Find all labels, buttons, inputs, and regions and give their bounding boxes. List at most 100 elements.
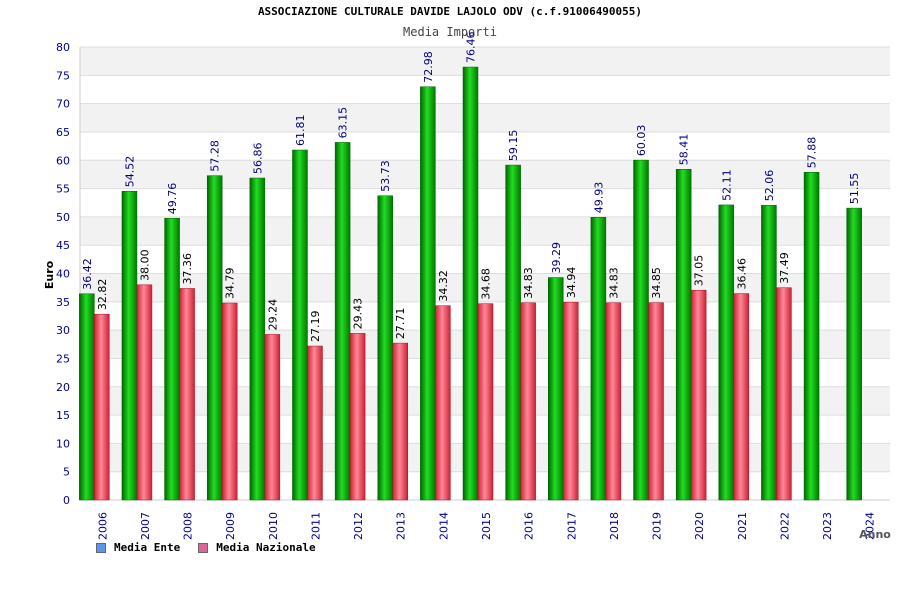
data-label: 54.52 — [123, 156, 136, 188]
x-tick-label: 2016 — [523, 512, 536, 540]
y-tick-label: 15 — [56, 409, 70, 422]
y-tick-label: 55 — [56, 183, 70, 196]
bar-media-ente — [79, 293, 95, 501]
bar-media-ente — [590, 217, 607, 501]
data-label: 29.43 — [352, 298, 365, 330]
bar-media-ente — [121, 191, 138, 501]
bar-media-ente — [206, 175, 223, 501]
x-tick-label: 2014 — [437, 512, 450, 540]
y-tick-label: 60 — [56, 154, 70, 167]
y-tick-label: 80 — [56, 41, 70, 54]
bar-media-nazionale — [221, 302, 238, 501]
y-tick-label: 10 — [56, 437, 70, 450]
bar-media-ente — [718, 204, 735, 501]
y-tick-label: 70 — [56, 98, 70, 111]
bar-media-ente — [846, 207, 862, 501]
grid-band — [80, 103, 890, 132]
data-label: 76.46 — [465, 32, 478, 64]
x-tick-label: 2017 — [565, 512, 578, 540]
data-label: 56.86 — [251, 143, 264, 175]
data-label: 53.73 — [379, 160, 392, 192]
x-tick-label: 2018 — [608, 512, 621, 540]
legend-swatch — [96, 542, 106, 553]
data-label: 39.29 — [550, 242, 563, 274]
data-label: 34.68 — [480, 268, 493, 300]
bar-media-ente — [505, 164, 521, 501]
data-label: 37.05 — [693, 255, 706, 287]
legend-item-ente: Media Ente — [96, 541, 180, 554]
legend-label: Media Nazionale — [216, 541, 316, 554]
grid-band — [80, 75, 890, 104]
x-tick-label: 2009 — [224, 512, 237, 540]
bar-media-ente — [761, 204, 777, 501]
x-tick-label: 2013 — [395, 512, 408, 540]
data-label: 34.32 — [437, 270, 450, 302]
data-label: 60.03 — [635, 125, 648, 157]
data-label: 34.79 — [224, 268, 237, 300]
data-label: 51.55 — [848, 173, 861, 205]
x-tick-label: 2012 — [352, 512, 365, 540]
y-tick-label: 0 — [63, 494, 70, 507]
data-label: 34.94 — [565, 267, 578, 299]
bar-media-ente — [164, 217, 180, 501]
x-tick-label: 2022 — [778, 512, 791, 540]
data-label: 58.41 — [678, 134, 691, 166]
x-axis-label: Anno — [859, 528, 891, 541]
data-label: 59.15 — [507, 130, 520, 162]
data-label: 61.81 — [294, 115, 307, 147]
bar-media-nazionale — [179, 288, 195, 501]
x-tick-label: 2006 — [96, 512, 109, 540]
bar-media-ente — [548, 277, 564, 501]
data-label: 72.98 — [422, 51, 435, 83]
data-label: 52.11 — [720, 169, 733, 201]
bar-media-nazionale — [648, 302, 664, 501]
y-tick-label: 65 — [56, 126, 70, 139]
bar-media-nazionale — [520, 302, 536, 501]
x-tick-label: 2010 — [267, 512, 280, 540]
data-label: 32.82 — [96, 279, 109, 311]
legend-swatch — [198, 542, 209, 553]
data-label: 27.71 — [394, 308, 407, 340]
bar-media-nazionale — [776, 287, 792, 501]
bar-media-ente — [633, 159, 649, 501]
x-tick-label: 2021 — [736, 512, 749, 540]
y-axis-label: Euro — [43, 260, 56, 289]
x-tick-label: 2023 — [821, 512, 834, 540]
bar-media-ente — [675, 169, 692, 501]
bar-media-nazionale — [136, 284, 153, 501]
x-tick-label: 2015 — [480, 512, 493, 540]
grid-band — [80, 47, 890, 76]
legend-item-nazionale: Media Nazionale — [198, 541, 316, 554]
data-label: 27.19 — [309, 311, 322, 343]
data-label: 52.06 — [763, 170, 776, 202]
legend: Media Ente Media Nazionale — [96, 541, 316, 554]
y-tick-label: 20 — [56, 381, 70, 394]
data-label: 63.15 — [337, 107, 350, 139]
bar-media-nazionale — [605, 302, 622, 501]
data-label: 49.76 — [166, 183, 179, 215]
x-tick-label: 2019 — [651, 512, 664, 540]
bar-media-nazionale — [307, 345, 323, 501]
data-label: 34.85 — [650, 267, 663, 299]
legend-label: Media Ente — [114, 541, 181, 554]
bar-media-ente — [249, 177, 266, 501]
x-tick-label: 2011 — [309, 512, 322, 540]
bar-media-ente — [803, 172, 820, 501]
bar-media-nazionale — [435, 305, 451, 501]
x-tick-label: 2020 — [693, 512, 706, 540]
data-label: 36.46 — [735, 258, 748, 290]
bar-media-nazionale — [477, 303, 494, 501]
bar-media-ente — [292, 149, 308, 501]
x-tick-label: 2007 — [139, 512, 152, 540]
data-label: 29.24 — [266, 299, 279, 331]
data-label: 49.93 — [592, 182, 605, 214]
bar-media-nazionale — [563, 301, 579, 501]
bar-media-nazionale — [94, 313, 110, 501]
bar-media-nazionale — [733, 293, 750, 501]
bar-media-ente — [462, 66, 479, 501]
data-label: 34.83 — [607, 267, 620, 299]
data-label: 36.42 — [81, 258, 94, 290]
data-label: 34.83 — [522, 267, 535, 299]
